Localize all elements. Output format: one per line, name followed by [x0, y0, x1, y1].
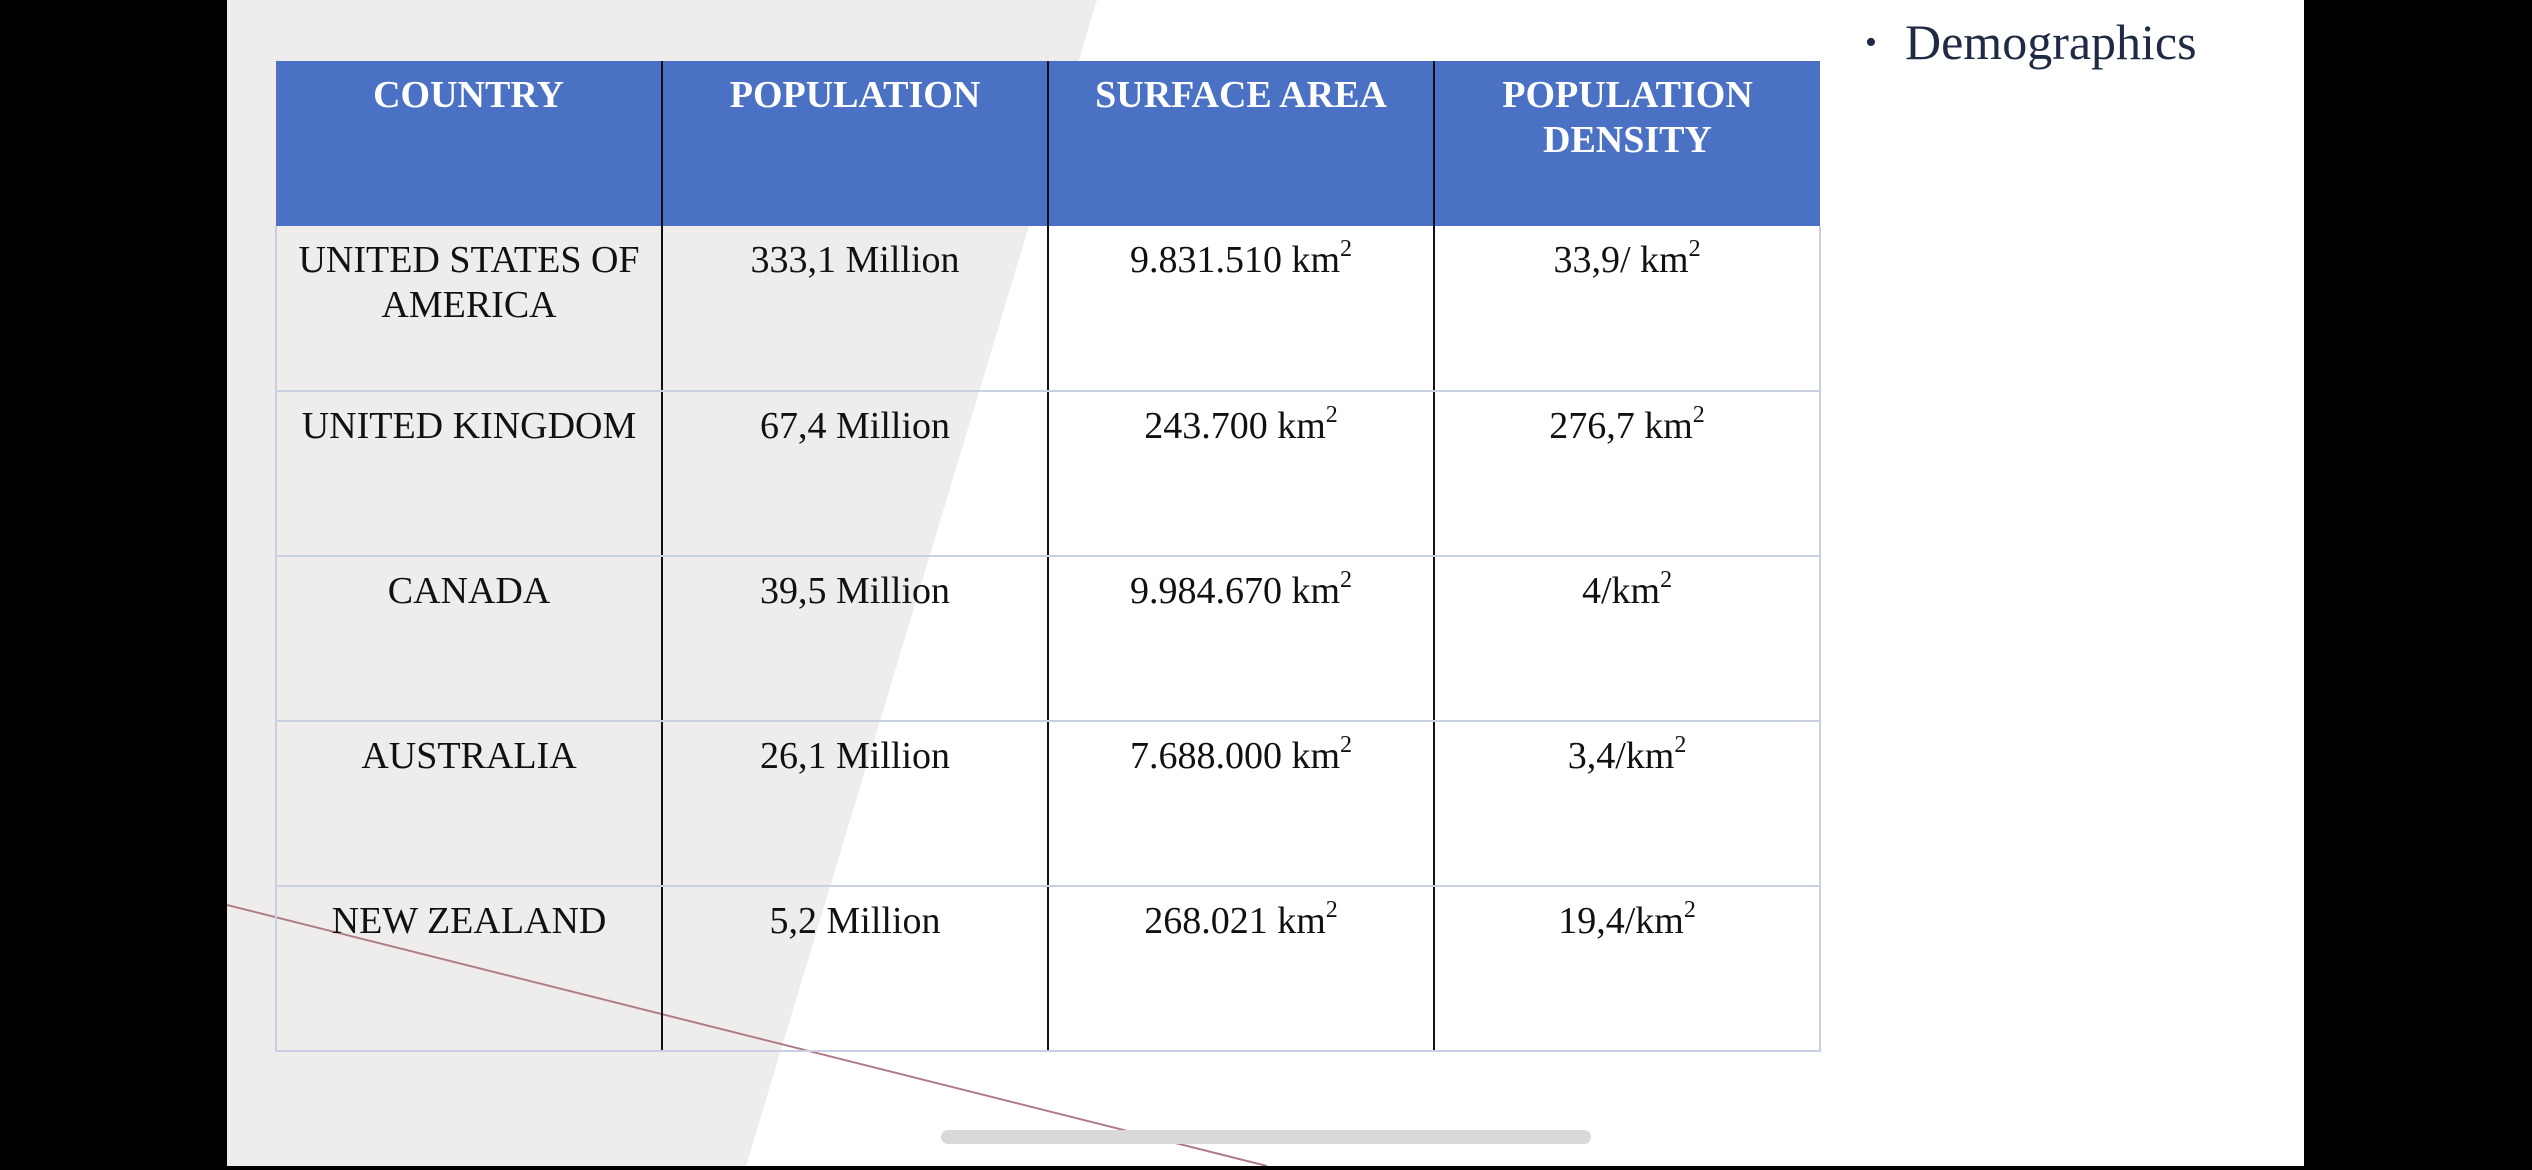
cell-country: UNITED KINGDOM	[275, 391, 663, 557]
cell-population: 333,1 Million	[662, 226, 1049, 392]
cell-surface-area: 268.021 km2	[1048, 886, 1435, 1052]
bullet-text: Demographics	[1905, 14, 2197, 70]
cell-country: AUSTRALIA	[275, 721, 663, 887]
cell-country: UNITED STATES OF AMERICA	[275, 226, 663, 392]
cell-population: 39,5 Million	[662, 556, 1049, 722]
table-header-row: COUNTRY POPULATION SURFACE AREA POPULATI…	[276, 61, 1820, 226]
table-row: AUSTRALIA 26,1 Million 7.688.000 km2 3,4…	[275, 721, 1821, 887]
unit-superscript: 2	[1325, 897, 1338, 923]
bullet-list: • Demographics	[1865, 12, 2197, 73]
header-surface-area: SURFACE AREA	[1048, 61, 1435, 226]
header-country: COUNTRY	[276, 61, 663, 226]
table-row: NEW ZEALAND 5,2 Million 268.021 km2 19,4…	[275, 886, 1821, 1052]
table-row: UNITED STATES OF AMERICA 333,1 Million 9…	[275, 226, 1821, 392]
cell-density: 276,7 km2	[1434, 391, 1821, 557]
cell-population: 5,2 Million	[662, 886, 1049, 1052]
cell-country: NEW ZEALAND	[275, 886, 663, 1052]
cell-density: 4/km2	[1434, 556, 1821, 722]
unit-superscript: 2	[1660, 567, 1673, 593]
demographics-table: COUNTRY POPULATION SURFACE AREA POPULATI…	[275, 61, 1821, 1052]
table-row: CANADA 39,5 Million 9.984.670 km2 4/km2	[275, 556, 1821, 722]
bullet-marker: •	[1865, 24, 1877, 61]
cell-population: 67,4 Million	[662, 391, 1049, 557]
header-population: POPULATION	[662, 61, 1049, 226]
area-value: 243.700 km	[1144, 405, 1326, 447]
unit-superscript: 2	[1340, 236, 1353, 262]
cell-surface-area: 243.700 km2	[1048, 391, 1435, 557]
cell-density: 19,4/km2	[1434, 886, 1821, 1052]
unit-superscript: 2	[1692, 402, 1705, 428]
unit-superscript: 2	[1325, 402, 1338, 428]
unit-superscript: 2	[1340, 732, 1353, 758]
cell-surface-area: 7.688.000 km2	[1048, 721, 1435, 887]
unit-superscript: 2	[1688, 236, 1701, 262]
density-value: 19,4/km	[1558, 900, 1684, 942]
unit-superscript: 2	[1674, 732, 1687, 758]
area-value: 9.984.670 km	[1129, 570, 1341, 612]
header-population-density: POPULATION DENSITY	[1434, 61, 1820, 226]
unit-superscript: 2	[1683, 897, 1696, 923]
home-indicator-bar[interactable]	[941, 1130, 1591, 1144]
cell-surface-area: 9.831.510 km2	[1048, 226, 1435, 392]
cell-density: 33,9/ km2	[1434, 226, 1821, 392]
area-value: 7.688.000 km	[1129, 735, 1341, 777]
bullet-item-demographics: • Demographics	[1865, 12, 2197, 73]
slide: COUNTRY POPULATION SURFACE AREA POPULATI…	[227, 0, 2304, 1166]
table-row: UNITED KINGDOM 67,4 Million 243.700 km2 …	[275, 391, 1821, 557]
cell-country: CANADA	[275, 556, 663, 722]
cell-density: 3,4/km2	[1434, 721, 1821, 887]
density-value: 4/km	[1581, 570, 1661, 612]
area-value: 9.831.510 km	[1129, 239, 1341, 281]
cell-surface-area: 9.984.670 km2	[1048, 556, 1435, 722]
unit-superscript: 2	[1340, 567, 1353, 593]
density-value: 3,4/km	[1567, 735, 1675, 777]
density-value: 276,7 km	[1549, 405, 1693, 447]
density-value: 33,9/ km	[1553, 239, 1689, 281]
area-value: 268.021 km	[1144, 900, 1326, 942]
cell-population: 26,1 Million	[662, 721, 1049, 887]
